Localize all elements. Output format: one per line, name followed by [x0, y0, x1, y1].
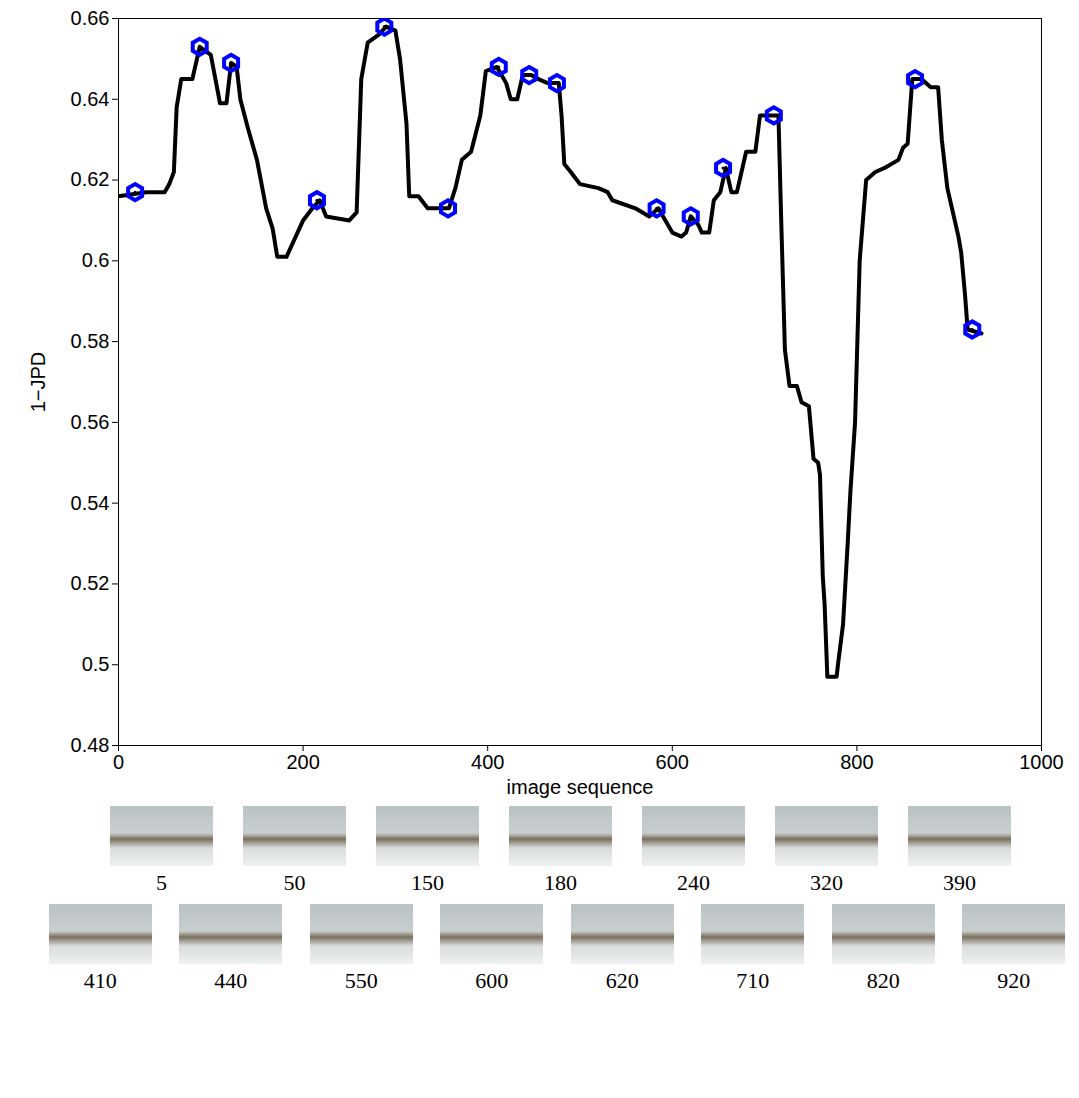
html-text:180: 180 [544, 870, 577, 895]
html-text:920: 920 [997, 968, 1031, 993]
svg-text:0.58: 0.58 [71, 330, 110, 352]
svg-text:600: 600 [656, 751, 689, 773]
svg-text:0.66: 0.66 [71, 7, 110, 29]
svg-text:0.6: 0.6 [82, 249, 110, 271]
svg-text:0.62: 0.62 [71, 168, 110, 190]
html-text:410: 410 [83, 968, 117, 993]
svg-text:0.52: 0.52 [71, 572, 110, 594]
html-text:550: 550 [344, 968, 378, 993]
svg-text:image sequence: image sequence [507, 776, 654, 798]
svg-text:800: 800 [840, 751, 873, 773]
html-text:620: 620 [605, 968, 639, 993]
html-text:5: 5 [156, 870, 167, 895]
html-text:320: 320 [810, 870, 843, 895]
html-text:240: 240 [677, 870, 710, 895]
html-text:820: 820 [866, 968, 900, 993]
html-text:50: 50 [283, 870, 306, 895]
svg-text:0.54: 0.54 [71, 492, 110, 514]
html-text:440: 440 [214, 968, 248, 993]
svg-text:200: 200 [286, 751, 319, 773]
svg-text:1000: 1000 [1019, 751, 1064, 773]
svg-text:0.48: 0.48 [71, 734, 110, 756]
svg-text:1−JPD: 1−JPD [27, 352, 49, 413]
html-text:390: 390 [943, 870, 976, 895]
svg-text:0.64: 0.64 [71, 88, 110, 110]
svg-text:400: 400 [471, 751, 504, 773]
svg-text:0: 0 [113, 751, 124, 773]
svg-text:0.5: 0.5 [82, 653, 110, 675]
html-text:710: 710 [736, 968, 770, 993]
html-text:150: 150 [411, 870, 444, 895]
html-text:600: 600 [475, 968, 509, 993]
svg-text:0.56: 0.56 [71, 411, 110, 433]
